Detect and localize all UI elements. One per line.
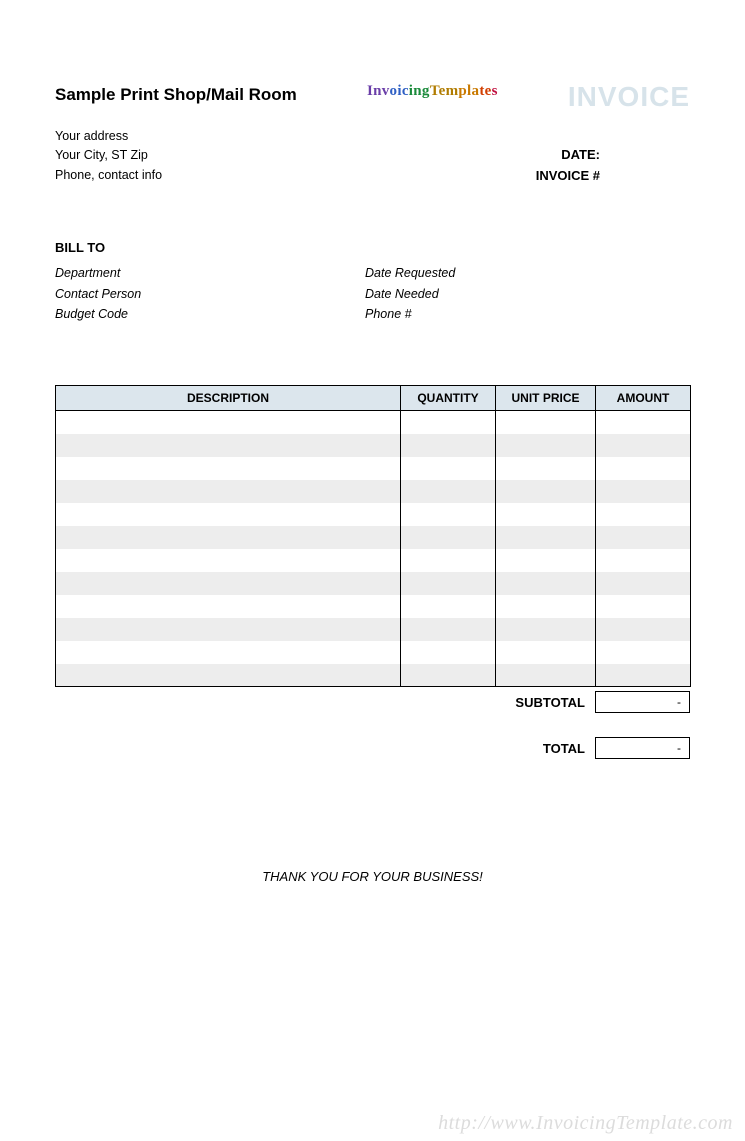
bill-to-contact-person: Contact Person — [55, 284, 365, 305]
table-cell — [596, 526, 691, 549]
table-cell — [496, 411, 596, 434]
bill-to-date-requested: Date Requested — [365, 263, 690, 284]
table-row — [56, 411, 691, 434]
table-cell — [596, 503, 691, 526]
table-cell — [596, 411, 691, 434]
bill-to-phone: Phone # — [365, 304, 690, 325]
bill-to-department: Department — [55, 263, 365, 284]
table-cell — [496, 664, 596, 687]
bill-to-budget-code: Budget Code — [55, 304, 365, 325]
date-label: DATE: — [536, 145, 600, 166]
logo: InvoicingTemplates — [367, 83, 498, 100]
table-row — [56, 595, 691, 618]
col-header-quantity: QUANTITY — [401, 386, 496, 411]
sender-address: Your address — [55, 127, 690, 146]
thank-you-message: THANK YOU FOR YOUR BUSINESS! — [55, 869, 690, 884]
table-cell — [56, 664, 401, 687]
totals-block: SUBTOTAL - TOTAL - — [55, 691, 690, 759]
col-header-unit-price: UNIT PRICE — [496, 386, 596, 411]
table-cell — [596, 480, 691, 503]
table-cell — [56, 595, 401, 618]
table-cell — [56, 457, 401, 480]
table-cell — [56, 526, 401, 549]
table-cell — [596, 664, 691, 687]
table-cell — [401, 618, 496, 641]
table-cell — [496, 457, 596, 480]
table-cell — [596, 549, 691, 572]
table-cell — [496, 641, 596, 664]
table-cell — [496, 572, 596, 595]
table-cell — [56, 503, 401, 526]
table-cell — [496, 503, 596, 526]
col-header-description: DESCRIPTION — [56, 386, 401, 411]
bill-to-right: Date Requested Date Needed Phone # — [365, 263, 690, 325]
table-cell — [401, 572, 496, 595]
table-cell — [496, 434, 596, 457]
table-cell — [56, 618, 401, 641]
table-row — [56, 503, 691, 526]
subtotal-value: - — [595, 691, 690, 713]
logo-text: InvoicingTemplates — [367, 83, 498, 99]
table-cell — [401, 457, 496, 480]
table-cell — [596, 618, 691, 641]
table-cell — [56, 641, 401, 664]
table-row — [56, 480, 691, 503]
meta-block: DATE: INVOICE # — [536, 145, 600, 187]
table-cell — [596, 434, 691, 457]
table-cell — [401, 664, 496, 687]
table-cell — [496, 480, 596, 503]
col-header-amount: AMOUNT — [596, 386, 691, 411]
table-cell — [401, 641, 496, 664]
table-row — [56, 526, 691, 549]
table-cell — [56, 549, 401, 572]
table-row — [56, 549, 691, 572]
table-cell — [56, 572, 401, 595]
table-cell — [496, 526, 596, 549]
table-cell — [401, 480, 496, 503]
table-cell — [401, 549, 496, 572]
table-cell — [56, 434, 401, 457]
table-cell — [401, 503, 496, 526]
bill-to-left: Department Contact Person Budget Code — [55, 263, 365, 325]
table-row — [56, 618, 691, 641]
bill-to-date-needed: Date Needed — [365, 284, 690, 305]
table-cell — [56, 411, 401, 434]
invoice-title: INVOICE — [568, 81, 690, 113]
company-name: Sample Print Shop/Mail Room — [55, 85, 297, 105]
table-row — [56, 641, 691, 664]
table-cell — [401, 526, 496, 549]
table-row — [56, 434, 691, 457]
total-value: - — [595, 737, 690, 759]
table-cell — [401, 595, 496, 618]
table-row — [56, 664, 691, 687]
watermark-url: http://www.InvoicingTemplate.com — [438, 1112, 733, 1135]
subtotal-label: SUBTOTAL — [495, 695, 595, 710]
table-cell — [401, 434, 496, 457]
table-cell — [596, 595, 691, 618]
table-cell — [56, 480, 401, 503]
table-cell — [496, 549, 596, 572]
invoice-number-label: INVOICE # — [536, 166, 600, 187]
table-cell — [496, 595, 596, 618]
table-cell — [401, 411, 496, 434]
table-row — [56, 457, 691, 480]
bill-to-heading: BILL TO — [55, 240, 690, 255]
line-items-table: DESCRIPTION QUANTITY UNIT PRICE AMOUNT — [55, 385, 691, 687]
table-cell — [596, 641, 691, 664]
table-row — [56, 572, 691, 595]
table-cell — [596, 572, 691, 595]
total-label: TOTAL — [495, 741, 595, 756]
table-cell — [496, 618, 596, 641]
table-cell — [596, 457, 691, 480]
